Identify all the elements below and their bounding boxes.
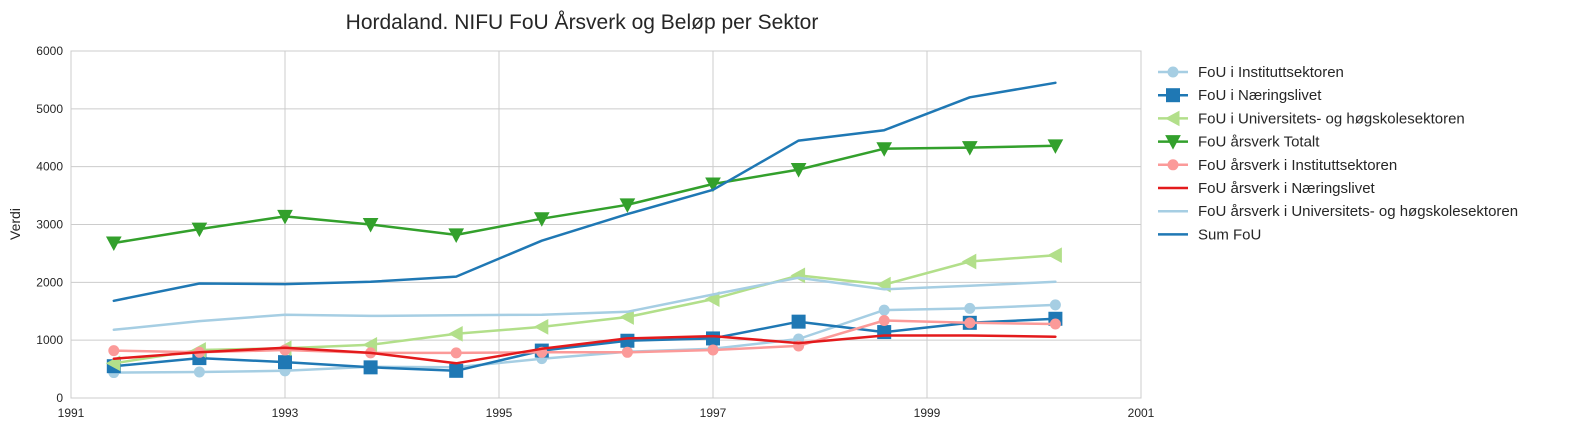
data-point: [790, 163, 807, 178]
data-point: [619, 198, 636, 213]
data-point: [707, 344, 719, 356]
data-point: [961, 253, 977, 270]
legend-label: FoU årsverk i Næringslivet: [1198, 180, 1376, 197]
data-point: [191, 222, 208, 238]
data-point: [964, 302, 976, 314]
series-line: [112, 81, 1057, 303]
legend-item-8: Sum FoU: [1158, 226, 1261, 243]
y-tick-label: 2000: [36, 275, 63, 289]
data-point: [449, 363, 464, 378]
legend-label: FoU årsverk i Universitets- og høgskoles…: [1198, 203, 1518, 220]
data-point: [620, 333, 635, 348]
data-point: [876, 142, 893, 157]
legend-item-6: FoU årsverk i Næringslivet: [1158, 180, 1376, 197]
series-4: [105, 139, 1064, 252]
data-point: [964, 317, 976, 329]
x-tick-label: 1995: [486, 406, 513, 420]
y-tick-label: 5000: [36, 102, 63, 116]
data-point: [533, 319, 549, 335]
x-tick-label: 2001: [1128, 406, 1155, 420]
y-tick-label: 4000: [36, 160, 63, 174]
legend-label: Sum FoU: [1198, 226, 1261, 243]
chart-title: Hordaland. NIFU FoU Årsverk og Beløp per…: [346, 11, 819, 34]
data-point: [1047, 247, 1062, 263]
x-tick-label: 1999: [914, 406, 941, 420]
legend-marker: [1167, 66, 1179, 78]
data-point: [621, 346, 633, 358]
legend: FoU i Instituttsektoren FoU i Næringslive…: [1158, 64, 1518, 243]
data-point: [105, 236, 122, 252]
legend-marker: [1164, 110, 1180, 127]
y-tick-label: 3000: [36, 218, 63, 232]
series-line: [112, 276, 1057, 332]
data-point: [619, 309, 634, 325]
series-line: [112, 303, 1057, 374]
legend-item-4: FoU årsverk Totalt: [1158, 134, 1320, 151]
legend-label: FoU i Instituttsektoren: [1198, 64, 1344, 81]
series-group: [105, 81, 1064, 379]
series-line: [112, 317, 1057, 373]
y-tick-label: 1000: [36, 333, 63, 347]
data-point: [448, 228, 465, 243]
x-tick-label: 1991: [58, 406, 85, 420]
x-tick-label: 1993: [272, 406, 299, 420]
legend-item-1: FoU i Instituttsektoren: [1158, 64, 1344, 81]
y-tick-label: 6000: [36, 44, 63, 58]
legend-marker: [1165, 135, 1181, 150]
data-point: [878, 304, 890, 316]
data-point: [705, 177, 721, 193]
plot-frame: [70, 50, 1142, 399]
data-point: [278, 355, 292, 370]
series-line: [112, 144, 1057, 245]
data-point: [362, 218, 379, 233]
series-line: [112, 319, 1057, 355]
y-tick-label: 0: [56, 391, 63, 405]
legend-marker: [1166, 88, 1180, 103]
data-point: [450, 347, 462, 359]
data-point: [533, 212, 550, 227]
data-point: [706, 331, 720, 346]
y-axis-label: Verdi: [7, 208, 23, 240]
legend-label: FoU i Næringslivet: [1198, 87, 1322, 104]
data-point: [791, 314, 806, 329]
data-point: [1049, 318, 1061, 330]
axis-ticks: 0 1000 2000 3000 4000 5000 6000 1991 1993 1995 199…: [36, 44, 1154, 420]
legend-item-3: FoU i Universitets- og høgskolesektoren: [1158, 110, 1465, 127]
series-8: [112, 81, 1057, 303]
series-line: [112, 334, 1057, 365]
data-point: [193, 366, 205, 378]
legend-label: FoU i Universitets- og høgskolesektoren: [1198, 110, 1465, 127]
legend-label: FoU årsverk Totalt: [1198, 134, 1320, 151]
legend-item-7: FoU årsverk i Universitets- og høgskoles…: [1158, 203, 1518, 220]
x-tick-label: 1997: [700, 406, 727, 420]
data-point: [1049, 299, 1061, 311]
data-point: [1047, 139, 1064, 154]
series-6: [112, 334, 1057, 365]
data-point: [277, 209, 293, 225]
series-7: [112, 276, 1057, 332]
legend-item-5: FoU årsverk i Instituttsektoren: [1158, 157, 1397, 174]
data-point: [878, 315, 890, 327]
data-point: [448, 325, 463, 342]
legend-label: FoU årsverk i Instituttsektoren: [1198, 157, 1397, 174]
data-point: [363, 360, 378, 375]
data-point: [108, 345, 120, 357]
legend-marker: [1167, 159, 1179, 171]
legend-item-2: FoU i Næringslivet: [1158, 87, 1322, 104]
data-point: [961, 141, 978, 156]
